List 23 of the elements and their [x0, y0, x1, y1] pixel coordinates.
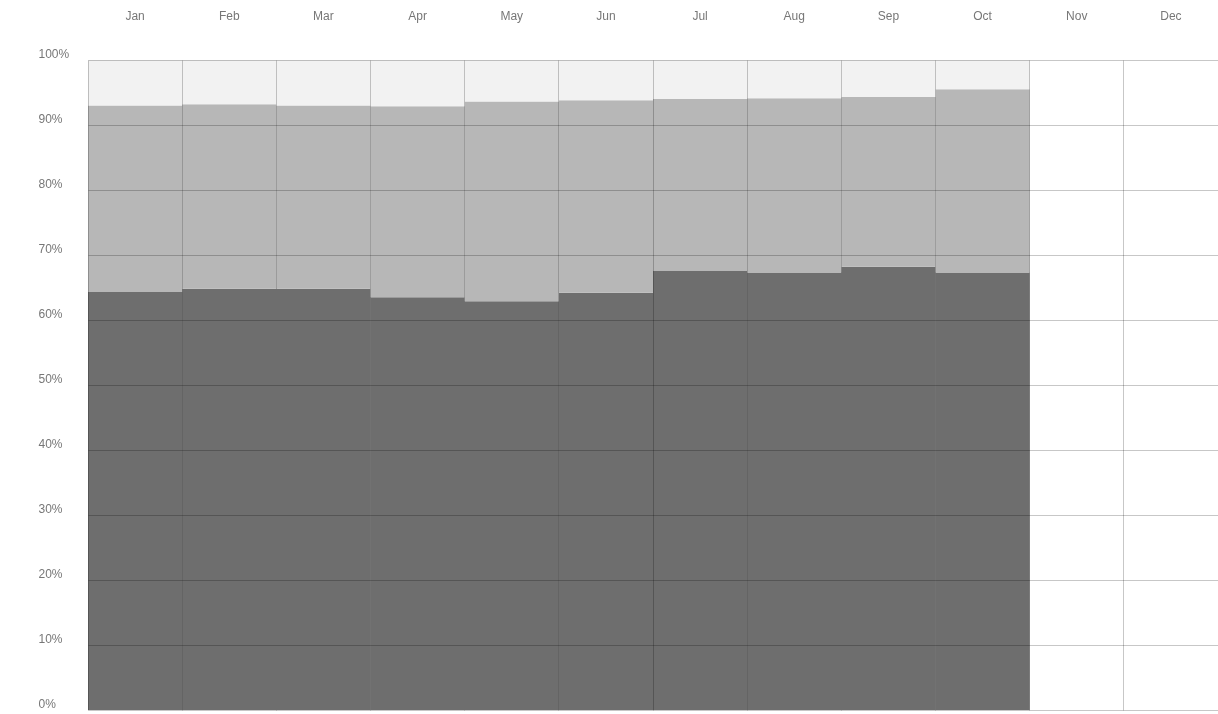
x-tick-label: Nov [1066, 8, 1088, 23]
y-tick-label: 100% [38, 46, 70, 61]
x-tick-label: Aug [783, 8, 805, 23]
y-tick-label: 30% [38, 501, 63, 516]
y-tick-label: 80% [38, 176, 63, 191]
y-tick-label: 0% [38, 696, 57, 711]
y-tick-label: 60% [38, 306, 63, 321]
y-tick-label: 10% [38, 631, 63, 646]
y-tick-label: 40% [38, 436, 63, 451]
x-tick-label: May [500, 8, 524, 23]
x-tick-label: Jan [125, 8, 145, 23]
x-tick-label: Oct [973, 8, 993, 23]
x-tick-label: Jun [596, 8, 616, 23]
x-tick-label: Feb [218, 8, 240, 23]
x-tick-label: Jul [692, 8, 708, 23]
y-tick-label: 90% [38, 111, 63, 126]
x-tick-label: Mar [313, 8, 334, 23]
y-tick-label: 50% [38, 371, 63, 386]
x-tick-label: Apr [408, 8, 427, 23]
x-tick-label: Dec [1160, 8, 1182, 23]
y-tick-label: 70% [38, 241, 63, 256]
x-tick-label: Sep [877, 8, 900, 23]
y-tick-label: 20% [38, 566, 63, 581]
